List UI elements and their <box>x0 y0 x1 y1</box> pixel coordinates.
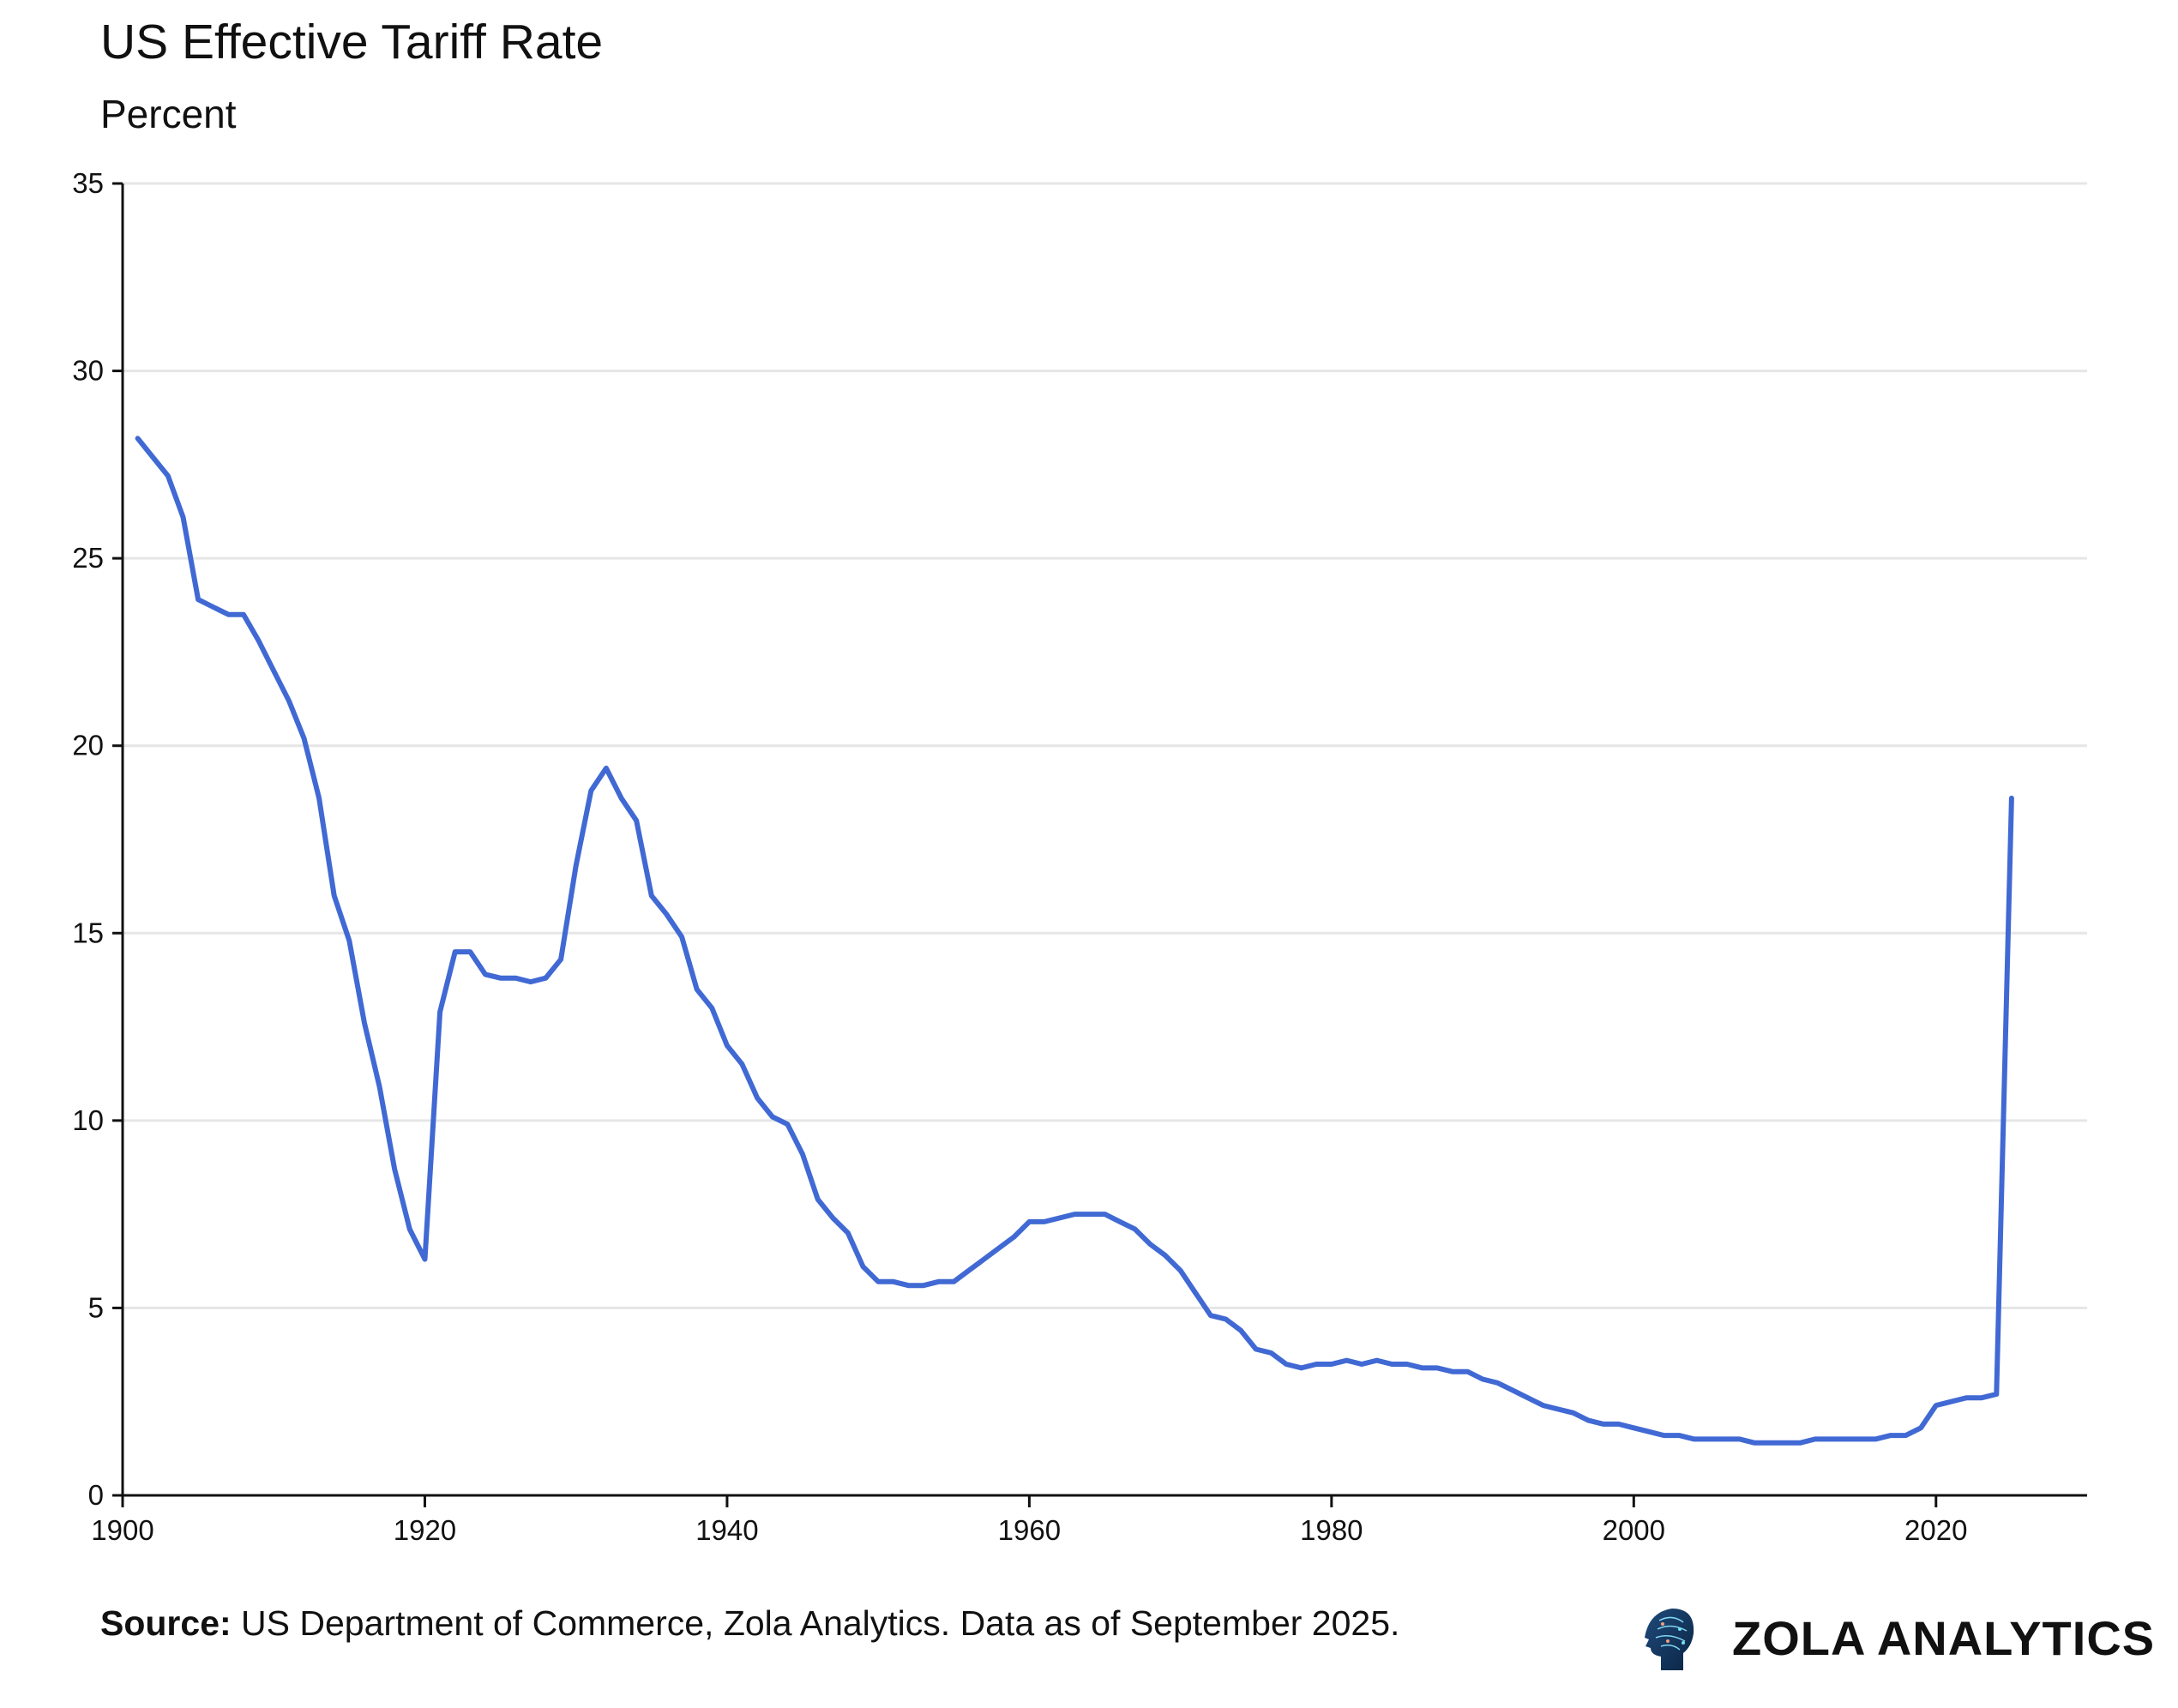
source-text: US Department of Commerce, Zola Analytic… <box>231 1603 1400 1643</box>
y-tick-label: 15 <box>72 917 104 948</box>
x-tick-label: 1900 <box>91 1514 153 1546</box>
x-tick-label: 1960 <box>998 1514 1061 1546</box>
x-tick-label: 2000 <box>1603 1514 1665 1546</box>
source-label: Source: <box>100 1603 232 1643</box>
y-tick-label: 0 <box>88 1479 104 1511</box>
y-tick-label: 30 <box>72 355 104 387</box>
chart-title: US Effective Tariff Rate <box>100 15 604 69</box>
tariff-rate-line <box>135 436 2014 1446</box>
brand-logo: ZOLA ANALYTICS <box>1642 1603 2155 1672</box>
y-tick-label: 20 <box>72 730 104 761</box>
y-tick-label: 35 <box>72 167 104 199</box>
source-note: Source: US Department of Commerce, Zola … <box>100 1597 1489 1650</box>
x-tick-label: 2020 <box>1904 1514 1967 1546</box>
y-tick-label: 10 <box>72 1104 104 1136</box>
y-tick-label: 25 <box>72 542 104 574</box>
logo-text: ZOLA ANALYTICS <box>1732 1610 2156 1665</box>
chart-subtitle: Percent <box>100 92 237 136</box>
x-tick-label: 1920 <box>394 1514 456 1546</box>
y-tick-label: 5 <box>88 1291 104 1323</box>
x-tick-label: 1980 <box>1300 1514 1363 1546</box>
x-tick-label: 1940 <box>695 1514 758 1546</box>
head-circuit-icon <box>1645 1609 1694 1670</box>
